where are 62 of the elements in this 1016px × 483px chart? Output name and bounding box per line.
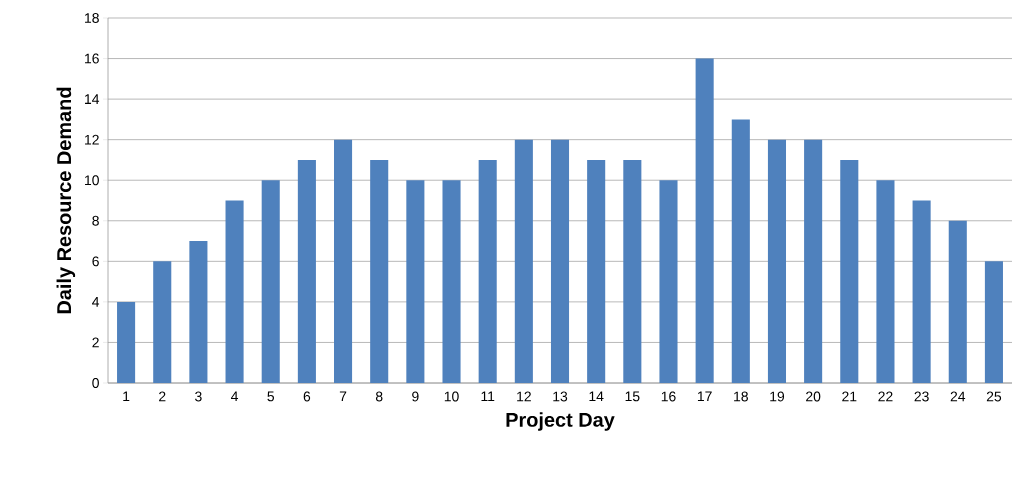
bar (514, 139, 533, 383)
y-tick-label: 6 (92, 256, 99, 267)
x-tick-label: 18 (734, 391, 748, 402)
bar (370, 159, 389, 383)
x-tick-label: 21 (842, 391, 857, 402)
bar (840, 159, 859, 383)
x-tick-label: 12 (517, 391, 531, 402)
x-tick-label: 22 (878, 391, 893, 402)
y-tick-label: 0 (92, 378, 99, 388)
bar (442, 180, 461, 383)
x-tick-label: 2 (159, 391, 166, 402)
x-tick-label: 1 (123, 391, 130, 402)
x-tick-label: 20 (806, 391, 821, 402)
y-tick-label: 14 (85, 94, 100, 104)
x-tick-label: 17 (697, 391, 712, 402)
bar (587, 159, 606, 383)
bar (984, 261, 1003, 383)
x-tick-label: 25 (986, 391, 1002, 402)
bar (659, 180, 678, 383)
bar (804, 139, 823, 383)
y-tick-label: 10 (85, 175, 99, 186)
x-tick-label: 19 (770, 391, 785, 402)
bar (550, 139, 570, 383)
y-tick-label: 8 (92, 215, 99, 226)
bar (117, 301, 136, 383)
bar (912, 200, 931, 383)
y-tick-label: 18 (85, 13, 99, 23)
x-tick-label: 11 (481, 391, 495, 402)
bar (623, 159, 642, 383)
x-tick-label: 16 (661, 391, 676, 402)
bar (189, 241, 208, 383)
x-tick-label: 7 (339, 391, 347, 402)
x-tick-label: 13 (553, 391, 568, 402)
x-tick-label: 4 (231, 391, 239, 402)
x-tick-label: 10 (444, 391, 459, 402)
bar (334, 139, 353, 383)
x-tick-label: 6 (303, 391, 311, 402)
y-tick-label: 2 (92, 337, 99, 348)
x-axis-title: Project Day (506, 412, 615, 431)
y-tick-label: 16 (85, 53, 99, 64)
bar (225, 200, 244, 383)
x-tick-label: 8 (375, 391, 383, 402)
x-tick-label: 14 (589, 391, 604, 402)
y-tick-label: 4 (92, 297, 100, 307)
bar (731, 119, 750, 383)
x-tick-label: 9 (412, 391, 419, 402)
y-axis-title: Daily Resource Demand (56, 87, 76, 314)
x-tick-label: 24 (950, 391, 966, 402)
bar (406, 180, 425, 383)
bar (297, 159, 316, 383)
bar (767, 139, 787, 383)
bar (948, 220, 967, 383)
x-tick-label: 3 (195, 391, 202, 402)
x-tick-label: 5 (267, 391, 275, 402)
bar (876, 180, 895, 383)
bar (478, 159, 497, 383)
y-tick-label: 12 (85, 134, 99, 145)
bar (261, 180, 280, 383)
x-tick-label: 15 (625, 391, 640, 402)
bar (695, 58, 714, 383)
bar (153, 261, 172, 383)
x-tick-label: 23 (914, 391, 929, 402)
